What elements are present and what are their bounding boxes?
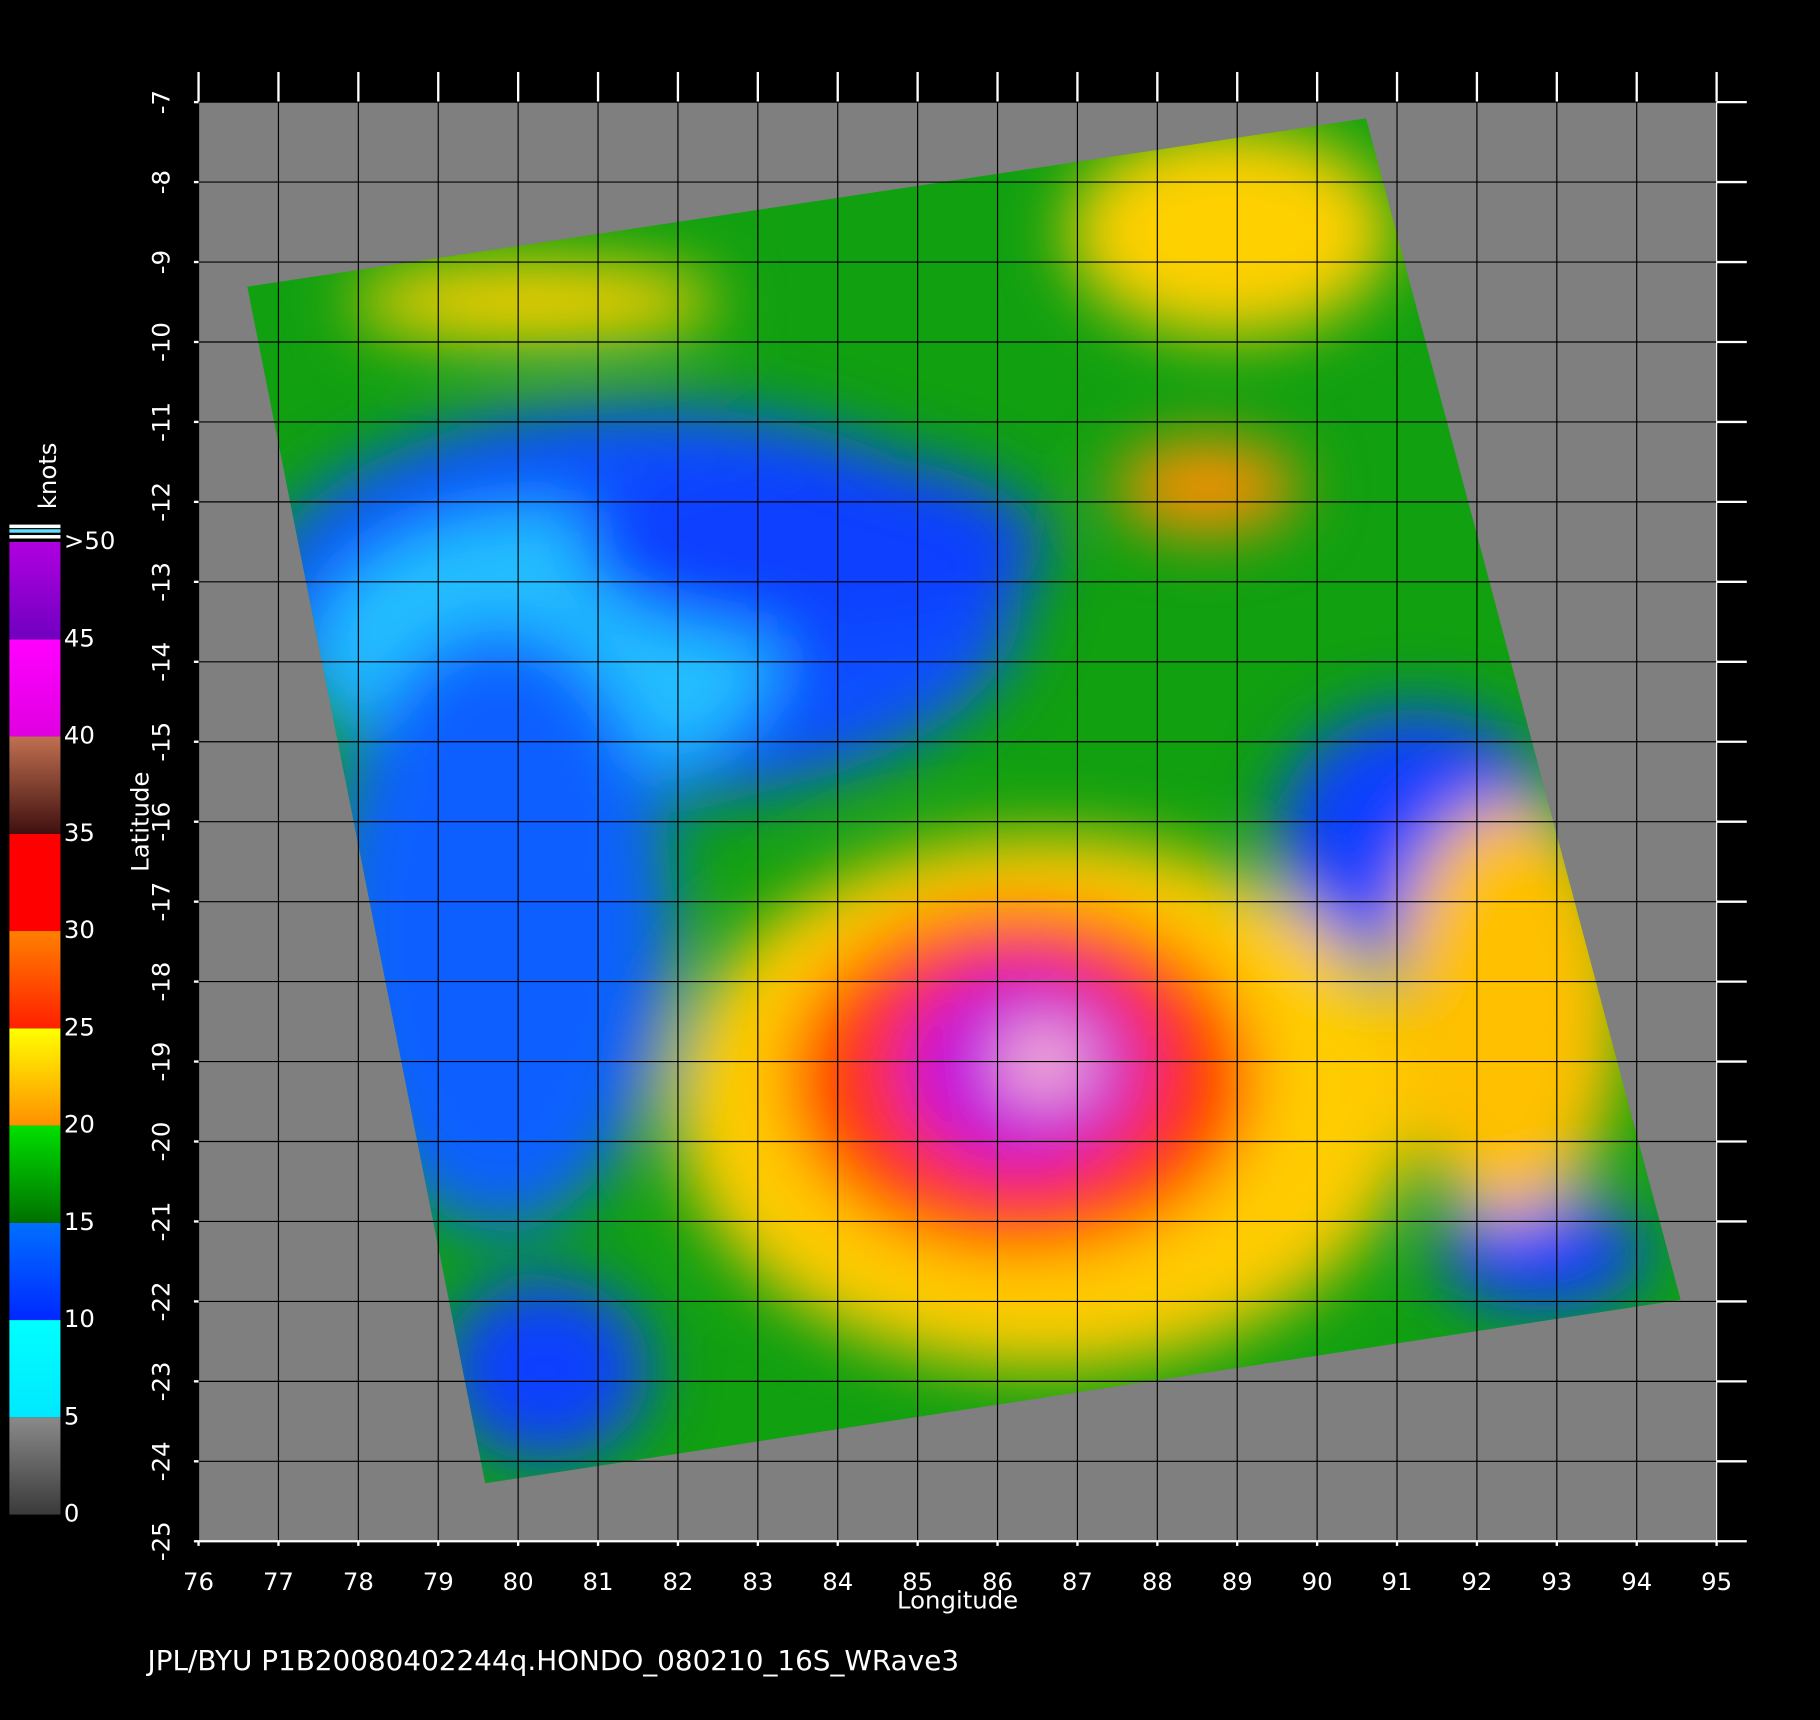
colorbar-label: knots	[33, 442, 62, 509]
colorbar-tick-label: 0	[64, 1499, 80, 1528]
colorbar-cap	[9, 529, 61, 533]
x-tick-label: 78	[343, 1567, 374, 1596]
x-tick-label: 80	[503, 1567, 534, 1596]
colorbar-segment	[9, 833, 61, 932]
y-tick-label: -23	[147, 1361, 176, 1401]
colorbar-segment	[9, 1222, 61, 1321]
y-tick-label: -15	[147, 722, 176, 762]
x-tick-label: 82	[662, 1567, 693, 1596]
colorbar-tick-label: 5	[64, 1401, 80, 1430]
colorbar-tick-label: 10	[64, 1304, 95, 1333]
y-axis-label: Latitude	[126, 772, 155, 872]
y-tick-label: -16	[147, 802, 176, 842]
y-tick-label: -9	[147, 250, 176, 274]
y-tick-label: -14	[147, 642, 176, 682]
x-tick-label: 85	[902, 1567, 933, 1596]
x-tick-label: 90	[1302, 1567, 1333, 1596]
y-tick-label: -7	[147, 90, 176, 114]
colorbar-tick-label: 45	[64, 623, 95, 652]
y-tick-label: -21	[147, 1202, 176, 1242]
colorbar-segment	[9, 931, 61, 1029]
x-tick-label: 86	[982, 1567, 1013, 1596]
x-tick-label: 84	[822, 1567, 853, 1596]
colorbar-segment	[9, 1320, 61, 1418]
x-tick-label: 87	[1062, 1567, 1093, 1596]
x-axis-label: Longitude	[897, 1586, 1018, 1615]
y-tick-label: -22	[147, 1282, 176, 1322]
colorbar-segment	[9, 736, 61, 834]
y-tick-label: -17	[147, 882, 176, 922]
x-tick-label: 93	[1541, 1567, 1572, 1596]
colorbar-tick-label: 35	[64, 818, 95, 847]
x-tick-label: 83	[742, 1567, 773, 1596]
x-tick-label: 95	[1701, 1567, 1732, 1596]
y-tick-label: -24	[147, 1441, 176, 1481]
x-tick-label: 77	[263, 1567, 294, 1596]
y-tick-label: -10	[147, 322, 176, 362]
colorbar-tick-label: 25	[64, 1012, 95, 1041]
colorbar-cap	[9, 535, 61, 539]
y-tick-label: -18	[147, 962, 176, 1002]
colorbar-tick-label: 15	[64, 1207, 95, 1236]
colorbar-cap	[9, 524, 61, 529]
x-tick-label: 81	[583, 1567, 614, 1596]
x-tick-label: 76	[183, 1567, 214, 1596]
colorbar-tick-label: 30	[64, 915, 95, 944]
x-tick-label: 91	[1382, 1567, 1413, 1596]
y-tick-label: -13	[147, 562, 176, 602]
x-tick-label: 88	[1142, 1567, 1173, 1596]
colorbar-segment	[9, 1417, 61, 1515]
x-tick-label: 79	[423, 1567, 454, 1596]
x-tick-label: 94	[1621, 1567, 1652, 1596]
y-tick-label: -11	[147, 402, 176, 442]
colorbar-tick-label: >50	[64, 526, 115, 555]
y-tick-label: -19	[147, 1042, 176, 1082]
colorbar-segment	[9, 639, 61, 737]
colorbar-tick-label: 40	[64, 721, 95, 750]
x-tick-label: 89	[1222, 1567, 1253, 1596]
y-tick-label: -25	[147, 1521, 176, 1561]
colorbar-segment	[9, 1125, 61, 1223]
y-tick-label: -8	[147, 170, 176, 194]
y-tick-label: -20	[147, 1122, 176, 1162]
colorbar-segment	[9, 1028, 61, 1126]
axes: 76 77 78 79 80 81 82 83 84 85 86 87 88 89 90 91 92 93 94 95…	[147, 71, 1747, 1596]
x-tick-label: 92	[1461, 1567, 1492, 1596]
colorbar-tick-label: 20	[64, 1110, 95, 1139]
footer: JPL/BYU P1B20080402244q.HONDO_080210_16S…	[145, 1644, 959, 1677]
colorbar-segment	[9, 541, 61, 640]
y-tick-label: -12	[147, 482, 176, 522]
